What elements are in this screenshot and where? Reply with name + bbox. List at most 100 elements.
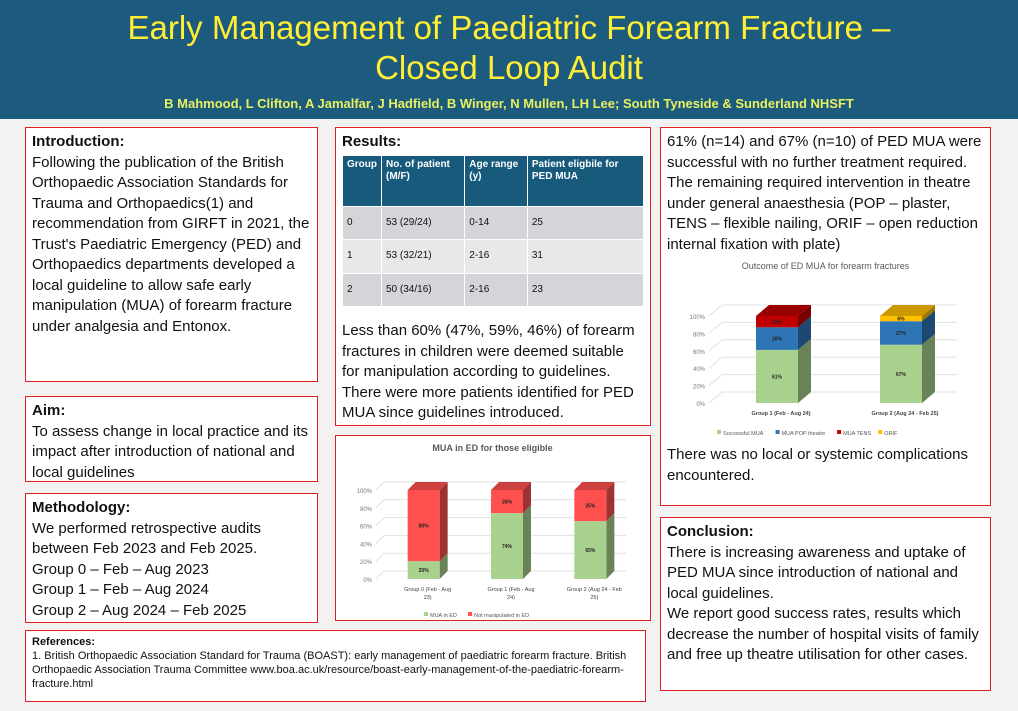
legend-swatch	[468, 612, 473, 616]
legend-swatch	[837, 430, 842, 434]
gridline-depth	[375, 517, 385, 526]
y-tick-label: 60%	[360, 525, 373, 531]
bar-side	[798, 305, 811, 328]
legend-swatch	[878, 430, 883, 434]
y-tick-label: 0%	[696, 402, 705, 408]
x-category-label: Group 2 (Aug 24 - Feb	[567, 587, 622, 593]
x-category-label: 23)	[424, 595, 432, 601]
y-tick-label: 20%	[693, 385, 706, 391]
table-row: 1 53 (32/21) 2-16 31	[343, 240, 643, 273]
gridline-depth	[708, 391, 723, 404]
column-header: Patient eligbile for PED MUA	[527, 155, 643, 206]
table-row: 2 50 (34/16) 2-16 23	[343, 273, 643, 306]
bar-segment	[756, 327, 798, 350]
y-tick-label: 40%	[360, 542, 373, 548]
legend-label: ORIF	[884, 431, 898, 437]
gridline-depth	[375, 535, 385, 544]
data-label: 20%	[419, 568, 430, 574]
introduction-section: Introduction: Following the publication …	[25, 127, 318, 382]
results-section: Results: Group No. of patient (M/F) Age ra…	[335, 127, 651, 426]
legend-swatch	[424, 612, 428, 616]
bar-segment	[407, 490, 440, 562]
mua-chart-section: MUA in ED for those eligible 0% 20% 40% 60% 8…	[335, 435, 651, 621]
gridline-depth	[375, 552, 385, 562]
aim-text: To assess change in local practice and i…	[32, 422, 308, 481]
chart-title: Outcome of ED MUA for forearm fractures	[742, 261, 910, 271]
y-tick-label: 0%	[363, 578, 372, 584]
gridline-depth	[708, 339, 723, 352]
bar-side	[439, 482, 448, 562]
gridline-depth	[375, 499, 385, 509]
mua-chart: MUA in ED for those eligible 0% 20% 40% 60% 8…	[357, 443, 626, 619]
bar-top	[880, 305, 935, 316]
bar-segment	[491, 490, 523, 514]
bar-side	[922, 310, 935, 345]
data-label: 74%	[502, 544, 513, 550]
authors: B Mahmood, L Clifton, A Jamalfar, J Hadf…	[164, 96, 854, 111]
conclusion-heading: Conclusion:	[667, 523, 754, 540]
data-label: 80%	[419, 524, 430, 530]
bar-top	[407, 482, 448, 490]
aim-heading: Aim:	[32, 402, 66, 419]
column-header: Age range (y)	[465, 155, 527, 206]
conclusion-text: We report good success rates, results wh…	[667, 605, 979, 663]
data-label: 61%	[772, 374, 783, 380]
data-label: 26%	[772, 337, 783, 343]
poster-header: Early Management of Paediatric Forearm F…	[0, 0, 1018, 119]
outcome-text: The remaining required intervention in t…	[667, 174, 978, 253]
results-text: Less than 60% (47%, 59%, 46%) of forearm…	[342, 322, 635, 380]
bar-side	[798, 338, 811, 403]
column-header: Group	[343, 155, 381, 206]
outcome-section: 61% (n=14) and 67% (n=10) of PED MUA wer…	[660, 127, 991, 506]
legend-label: MUA TENS	[843, 431, 871, 437]
outcome-text: There was no local or systemic complicat…	[667, 446, 968, 484]
chart-title: MUA in ED for those eligible	[432, 443, 552, 453]
results-heading: Results:	[342, 133, 402, 150]
y-tick-label: 80%	[360, 507, 373, 513]
bar-segment	[880, 316, 922, 322]
gridline-depth	[708, 322, 723, 334]
bar-segment	[756, 316, 798, 328]
bar-side	[798, 316, 811, 350]
bar-side	[922, 333, 935, 403]
reference-item: 1. British Orthopaedic Association Stand…	[32, 650, 627, 690]
legend-swatch	[717, 430, 721, 434]
methodology-heading: Methodology:	[32, 499, 131, 516]
bar-segment	[574, 490, 607, 522]
gridline-depth	[708, 356, 723, 369]
data-label: 13%	[772, 320, 783, 326]
bar-side	[606, 513, 615, 579]
methodology-line: Group 0 – Feb – Aug 2023	[32, 560, 209, 578]
table-row: 0 53 (29/24) 0-14 25	[343, 206, 643, 239]
methodology-line: We performed retrospective audits betwee…	[32, 519, 261, 558]
y-tick-label: 100%	[357, 489, 373, 495]
legend-swatch	[775, 430, 780, 434]
references-section: References: 1. British Orthopaedic Assoc…	[25, 630, 646, 702]
bar-top	[491, 482, 531, 490]
outcome-chart: Outcome of ED MUA for forearm fractures 0…	[690, 261, 957, 437]
bar-segment	[574, 521, 607, 579]
bar-segment	[491, 513, 523, 579]
conclusion-section: Conclusion: There is increasing awarenes…	[660, 517, 991, 691]
methodology-line: Group 2 – Aug 2024 – Feb 2025	[32, 601, 247, 619]
data-label: 67%	[896, 372, 907, 378]
x-category-label: Group 1 (Feb - Aug	[487, 587, 534, 593]
y-tick-label: 60%	[693, 350, 706, 356]
gridline-depth	[708, 304, 723, 317]
y-tick-label: 100%	[690, 315, 706, 321]
introduction-heading: Introduction:	[32, 133, 125, 150]
references-heading: References:	[32, 636, 95, 648]
bar-side	[922, 305, 935, 322]
methodology-line: Group 1 – Feb – Aug 2024	[32, 581, 209, 598]
data-label: 27%	[896, 331, 907, 337]
data-label: 6%	[897, 317, 905, 323]
bar-segment	[880, 321, 922, 345]
aim-section: Aim: To assess change in local practice …	[25, 396, 318, 482]
x-category-label: Group 2 (Aug 24 - Feb 25)	[872, 411, 939, 417]
data-label: 35%	[585, 504, 596, 510]
y-tick-label: 80%	[693, 332, 706, 338]
column-header: No. of patient (M/F)	[382, 155, 465, 206]
data-label: 26%	[502, 500, 513, 506]
x-category-label: Group 1 (Feb - Aug 24)	[751, 411, 810, 417]
legend-label: MUA POP theatre	[782, 431, 826, 437]
